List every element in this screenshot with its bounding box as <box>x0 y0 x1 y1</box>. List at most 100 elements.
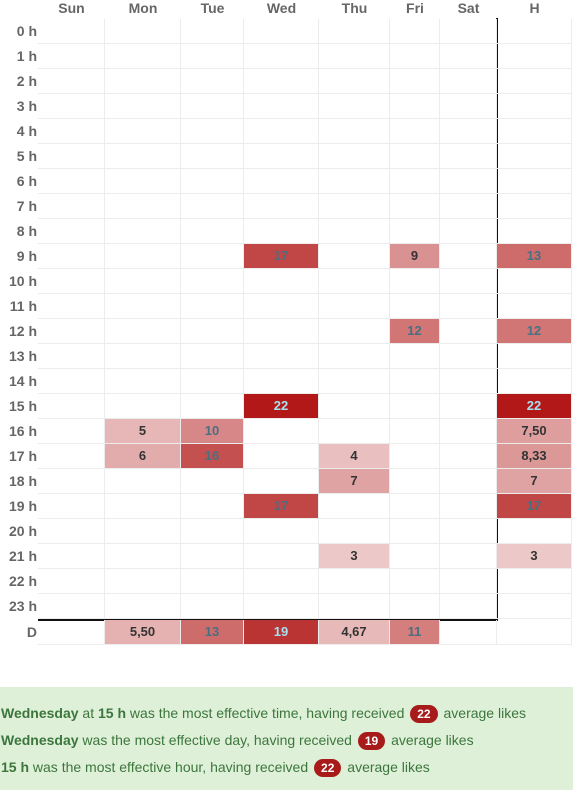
heatmap-cell <box>390 394 440 419</box>
row-label: 3 h <box>16 98 37 114</box>
heatmap-cell <box>497 94 572 119</box>
heatmap-cell <box>244 44 319 69</box>
row-label: 0 h <box>16 23 37 39</box>
heatmap-cell <box>497 269 572 294</box>
heatmap-cell <box>497 344 572 369</box>
heatmap-cell <box>440 294 497 319</box>
heatmap-cell <box>319 194 390 219</box>
heatmap-cell: 22 <box>497 394 572 419</box>
column-header-thu: Thu <box>341 0 368 16</box>
heatmap-cell <box>181 44 244 69</box>
heatmap-cell <box>181 244 244 269</box>
heatmap-cell: 12 <box>497 319 572 344</box>
heatmap-cell <box>38 194 105 219</box>
heatmap-cell <box>390 344 440 369</box>
column-header-wed: Wed <box>266 0 297 16</box>
heatmap-cell <box>105 269 181 294</box>
heatmap-cell <box>319 44 390 69</box>
heatmap-cell <box>38 69 105 94</box>
heatmap-cell <box>440 119 497 144</box>
column-header-h: H <box>529 0 540 16</box>
heatmap-cell <box>181 344 244 369</box>
heatmap-cell <box>181 269 244 294</box>
row-label: 1 h <box>16 48 37 64</box>
heatmap-cell: 3 <box>319 544 390 569</box>
heatmap-cell <box>319 144 390 169</box>
heatmap-cell <box>497 369 572 394</box>
heatmap-cell <box>244 269 319 294</box>
row-label: 9 h <box>16 248 37 264</box>
heatmap-cell <box>105 244 181 269</box>
row-label: 2 h <box>16 73 37 89</box>
heatmap-cell <box>440 69 497 94</box>
heatmap-cell <box>244 69 319 94</box>
heatmap-cell <box>390 144 440 169</box>
heatmap-cell <box>38 519 105 544</box>
heatmap-cell <box>38 44 105 69</box>
heatmap-cell <box>105 219 181 244</box>
heatmap-cell <box>38 620 105 645</box>
heatmap-cell <box>390 44 440 69</box>
summary-best-time: Wednesday at 15 h was the most effective… <box>0 703 573 730</box>
heatmap-cell <box>497 144 572 169</box>
heatmap-cell <box>440 169 497 194</box>
heatmap-cell <box>105 44 181 69</box>
heatmap-cell <box>319 119 390 144</box>
heatmap-cell <box>319 69 390 94</box>
heatmap-cell <box>181 319 244 344</box>
heatmap-cell: 5,50 <box>105 620 181 645</box>
best-time-day: Wednesday <box>1 705 79 721</box>
heatmap-cell <box>390 194 440 219</box>
heatmap-cell: 13 <box>181 620 244 645</box>
heatmap-cell: 17 <box>497 494 572 519</box>
heatmap-cell <box>440 44 497 69</box>
heatmap-cell <box>244 544 319 569</box>
heatmap-cell <box>244 344 319 369</box>
heatmap-cell <box>105 144 181 169</box>
heatmap-cell <box>181 144 244 169</box>
heatmap-cell <box>105 594 181 619</box>
heatmap-cell <box>319 594 390 619</box>
row-label: 20 h <box>8 523 37 539</box>
heatmap-cell <box>181 194 244 219</box>
heatmap-cell <box>390 169 440 194</box>
heatmap-cell <box>244 169 319 194</box>
heatmap-cell <box>497 169 572 194</box>
heatmap-cell <box>181 169 244 194</box>
heatmap-cell <box>38 94 105 119</box>
heatmap-cell: 17 <box>244 244 319 269</box>
heatmap-cell <box>244 319 319 344</box>
row-label: 18 h <box>8 473 37 489</box>
heatmap-cell <box>181 494 244 519</box>
column-header-fri: Fri <box>406 0 424 16</box>
heatmap-cell <box>105 569 181 594</box>
row-label: 10 h <box>8 273 37 289</box>
heatmap-cell <box>38 369 105 394</box>
heatmap-cell <box>38 544 105 569</box>
heatmap-cell <box>181 394 244 419</box>
heatmap-cell: 7 <box>319 469 390 494</box>
heatmap-cell <box>105 169 181 194</box>
heatmap-cell <box>440 419 497 444</box>
heatmap-cell <box>105 519 181 544</box>
summary-text: average likes <box>343 759 430 775</box>
heatmap-cell <box>105 494 181 519</box>
heatmap-cell <box>38 169 105 194</box>
column-header-tue: Tue <box>200 0 225 16</box>
heatmap-cell <box>440 194 497 219</box>
heatmap-cell <box>497 119 572 144</box>
row-label: 17 h <box>8 448 37 464</box>
summary-text: was the most effective time, having rece… <box>126 705 409 721</box>
heatmap-cell <box>440 469 497 494</box>
heatmap-cell <box>105 294 181 319</box>
heatmap-cell <box>38 294 105 319</box>
heatmap-cell <box>181 94 244 119</box>
heatmap-cell <box>319 269 390 294</box>
heatmap-cell <box>440 594 497 619</box>
summary-best-day: Wednesday was the most effective day, ha… <box>0 730 573 757</box>
heatmap-cell <box>181 569 244 594</box>
heatmap-cell <box>390 94 440 119</box>
row-label: 22 h <box>8 573 37 589</box>
heatmap-cell: 10 <box>181 419 244 444</box>
heatmap-cell <box>105 69 181 94</box>
